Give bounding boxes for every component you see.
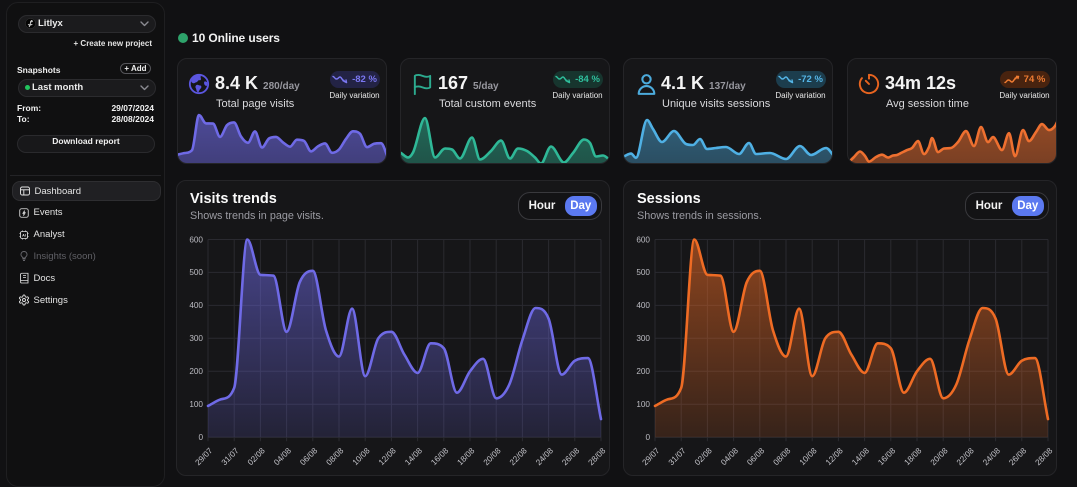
svg-text:10/08: 10/08 [351,446,372,467]
svg-text:16/08: 16/08 [876,446,897,467]
svg-text:200: 200 [189,367,203,376]
svg-text:100: 100 [189,400,203,409]
svg-text:18/08: 18/08 [903,446,924,467]
svg-text:31/07: 31/07 [220,446,241,467]
svg-text:20/08: 20/08 [929,446,950,467]
svg-text:20/08: 20/08 [482,446,503,467]
svg-text:06/08: 06/08 [745,446,766,467]
svg-text:24/08: 24/08 [534,446,555,467]
svg-text:26/08: 26/08 [560,446,581,467]
svg-text:0: 0 [645,433,650,442]
svg-text:02/08: 02/08 [246,446,267,467]
svg-text:500: 500 [636,268,650,277]
svg-text:200: 200 [636,367,650,376]
svg-text:12/08: 12/08 [377,446,398,467]
svg-text:24/08: 24/08 [981,446,1002,467]
svg-text:04/08: 04/08 [272,446,293,467]
svg-text:04/08: 04/08 [719,446,740,467]
svg-text:18/08: 18/08 [456,446,477,467]
svg-text:600: 600 [636,235,650,244]
svg-text:31/07: 31/07 [667,446,688,467]
svg-text:10/08: 10/08 [798,446,819,467]
svg-text:100: 100 [636,400,650,409]
svg-text:02/08: 02/08 [693,446,714,467]
svg-text:0: 0 [198,433,203,442]
svg-text:26/08: 26/08 [1007,446,1028,467]
svg-text:400: 400 [636,301,650,310]
svg-text:14/08: 14/08 [850,446,871,467]
svg-text:400: 400 [189,301,203,310]
svg-text:600: 600 [189,235,203,244]
svg-text:22/08: 22/08 [955,446,976,467]
svg-text:14/08: 14/08 [403,446,424,467]
svg-text:08/08: 08/08 [772,446,793,467]
svg-text:22/08: 22/08 [508,446,529,467]
svg-text:300: 300 [636,334,650,343]
svg-text:300: 300 [189,334,203,343]
svg-text:16/08: 16/08 [429,446,450,467]
svg-text:29/07: 29/07 [641,446,662,467]
svg-text:29/07: 29/07 [194,446,215,467]
svg-text:28/08: 28/08 [587,446,608,467]
svg-text:08/08: 08/08 [325,446,346,467]
svg-text:28/08: 28/08 [1034,446,1055,467]
svg-text:500: 500 [189,268,203,277]
svg-text:12/08: 12/08 [824,446,845,467]
svg-text:06/08: 06/08 [298,446,319,467]
svg-text:AI: AI [22,233,26,237]
